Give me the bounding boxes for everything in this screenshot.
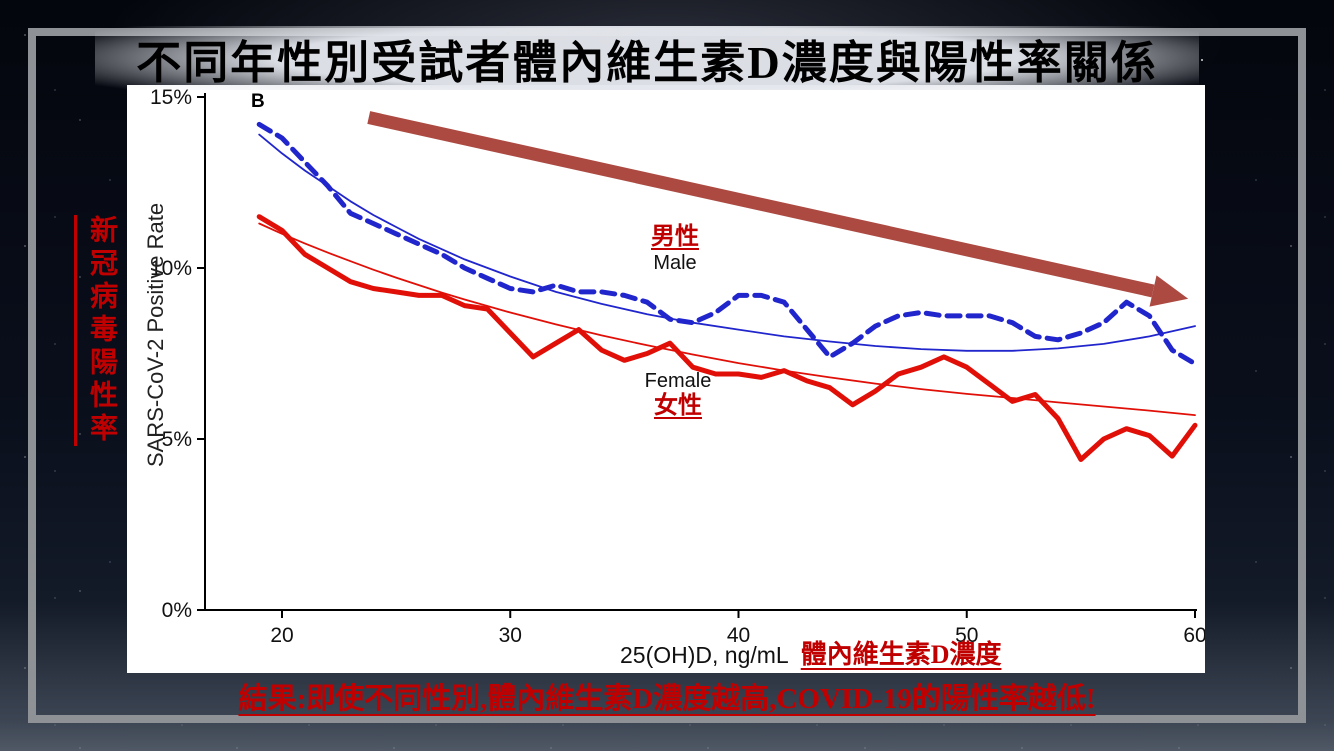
y-tick-label: 15% [150, 86, 192, 109]
x-tick-label: 50 [955, 624, 978, 647]
male-label-zh: 男性 [651, 224, 699, 250]
series-female-trend [258, 222, 1196, 417]
left-vertical-label: 新冠病毒陽性率 [74, 215, 121, 446]
series-male-trend [258, 133, 1196, 352]
chart-panel: 15% 10% 5% 0% 20 30 40 50 60 SARS-CoV-2 Positive … [127, 85, 1205, 673]
female-label-en: Female [644, 370, 712, 392]
panel-label: B [251, 91, 265, 112]
x-tick-label: 30 [499, 624, 522, 647]
y-axis-title: SARS-CoV-2 Positive Rate [143, 203, 168, 467]
trend-arrow-shaft [367, 111, 1155, 298]
x-axis-label: 25(OH)D, ng/mL [620, 642, 789, 668]
y-tick-label: 0% [162, 599, 192, 622]
chart: 15% 10% 5% 0% 20 30 40 50 60 SARS-CoV-2 Positive … [143, 86, 1205, 647]
x-tick-label: 20 [270, 624, 293, 647]
x-tick-label: 40 [727, 624, 750, 647]
y-tick-label: 10% [150, 257, 192, 280]
female-series-label: Female 女性 [630, 370, 726, 421]
female-label-zh: 女性 [654, 393, 702, 419]
male-series-label: 男性 Male [627, 224, 723, 275]
x-tick-label: 60 [1183, 624, 1205, 647]
y-tick-label: 5% [162, 428, 192, 451]
male-label-en: Male [653, 251, 697, 274]
series-male [256, 121, 1198, 367]
conclusion-text: 結果:即使不同性別,體內維生素D濃度越高,COVID-19的陽性率越低! [238, 683, 1096, 715]
trend-arrow-head [1149, 275, 1189, 307]
x-axis-label-zh: 體內維生素D濃度 [800, 640, 1002, 669]
series-female [256, 214, 1198, 462]
x-axis-label-row: 25(OH)D, ng/mL 體內維生素D濃度 [620, 634, 1002, 671]
slide-title: 不同年性別受試者體內維生素D濃度與陽性率關係 [95, 26, 1199, 90]
